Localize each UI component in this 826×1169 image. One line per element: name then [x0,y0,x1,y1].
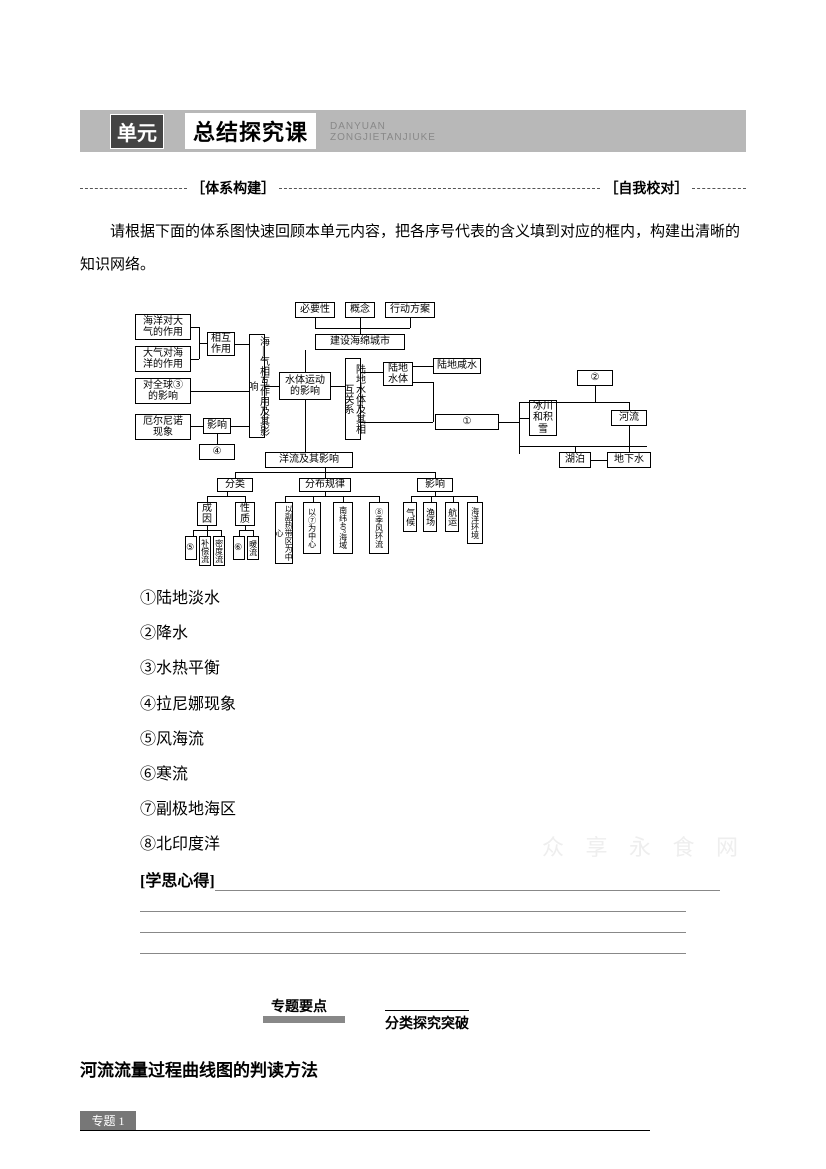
node-e4: 海洋环境 [467,502,483,544]
node-class: 分类 [217,478,253,492]
section-small [385,994,388,1003]
node-sponge: 建设海绵城市 [315,334,405,350]
answer-4: ④拉尼娜现象 [140,687,746,722]
answer-3: ③水热平衡 [140,651,746,686]
node-warm: 暖流 [247,536,259,560]
node-elnino: 厄尔尼诺 现象 [135,414,191,440]
node-ground: 地下水 [607,452,651,468]
node-n5: ⑤ [185,536,197,560]
node-concept: 概念 [345,302,375,318]
answer-list: ①陆地淡水 ②降水 ③水热平衡 ④拉尼娜现象 ⑤风海流 ⑥寒流 ⑦副极地海区 ⑧… [140,581,746,863]
node-nature: 性 质 [235,502,255,526]
node-river: 河流 [611,410,647,426]
node-ocean-atm: 海洋对大 气的作用 [135,314,191,340]
node-1: ① [435,414,499,430]
banner-tag: 单元 [110,114,164,149]
answer-1: ①陆地淡水 [140,581,746,616]
node-4: ④ [199,444,235,460]
node-atm-ocean: 大气对海 洋的作用 [135,346,191,372]
topic-heading: 河流流量过程曲线图的判读方法 [80,1056,746,1081]
intro-text: 请根据下面的体系图快速回顾本单元内容，把各序号代表的含义填到对应的框内，构建出清… [80,216,746,282]
node-n6: ⑥ [233,536,245,560]
answer-8: ⑧北印度洋 [140,827,746,862]
answer-6: ⑥寒流 [140,757,746,792]
header-left: ［体系构建］ [187,178,279,198]
node-dist: 分布规律 [299,478,351,492]
notes-title-text: [学思心得] [140,873,215,890]
node-e3: 航运 [445,502,459,532]
pinyin-2: ZONGJIETANJIUKE [330,132,436,143]
node-mutual: 相互 作用 [207,332,235,356]
node-dens: 密度流 [213,536,225,566]
node-ocean-current: 洋流及其影响 [265,452,353,468]
node-e2: 渔场 [423,502,437,532]
node-glacier: 冰川 和积 雪 [529,400,557,436]
answer-5: ⑤风海流 [140,722,746,757]
note-line [140,953,686,954]
answer-2: ②降水 [140,616,746,651]
node-brackish: 陆地咸水 [433,358,481,374]
pinyin-1: DANYUAN [330,121,386,132]
node-e1: 气候 [403,502,417,532]
node-c3: 南纬40°海域 [333,502,353,554]
concept-diagram: 必要性 概念 行动方案 建设海绵城市 海洋对大 气的作用 大气对海 洋的作用 对… [135,302,691,567]
node-c4: ⑧季风环流 [369,502,389,554]
node-plan: 行动方案 [385,302,435,318]
node-sea-air: 海—气相互作用及其影响 [249,334,265,438]
section-b: 分类探究突破 [385,1010,469,1033]
node-c2: 以⑦为中心 [303,502,321,554]
node-water-rel: 陆地水体及其相互关系 [345,358,361,440]
node-influence: 影响 [203,418,231,434]
dashed-headers: ［体系构建］ ［自我校对］ [80,178,746,198]
header-right: ［自我校对］ [600,178,692,198]
node-land-water: 陆地 水体 [383,362,413,386]
node-eff: 影响 [417,478,453,492]
unit-banner: 单元 总结探究课 DANYUAN ZONGJIETANJIUKE [80,110,746,152]
banner-pinyin: DANYUAN ZONGJIETANJIUKE [330,122,436,143]
long-rule [80,1130,650,1131]
node-comp: 补偿流 [199,536,211,566]
note-line [140,932,686,933]
node-lake: 湖泊 [559,452,591,468]
node-cause: 成 因 [197,502,217,526]
note-line [140,911,686,912]
section-subtitle: 专题要点 分类探究突破 [263,996,563,1036]
topic-box: 专题 1 [80,1111,136,1130]
node-c1: 以副热带区为中心 [275,502,293,564]
section-pinyin-bar [263,1016,345,1023]
notes-title: [学思心得] [140,867,746,891]
node-water-move: 水体运动 的影响 [279,372,331,400]
node-2: ② [577,370,613,386]
answer-7: ⑦副极地海区 [140,792,746,827]
banner-title: 总结探究课 [185,113,316,149]
node-global3: 对全球③ 的影响 [135,378,191,404]
node-necessity: 必要性 [295,302,335,318]
